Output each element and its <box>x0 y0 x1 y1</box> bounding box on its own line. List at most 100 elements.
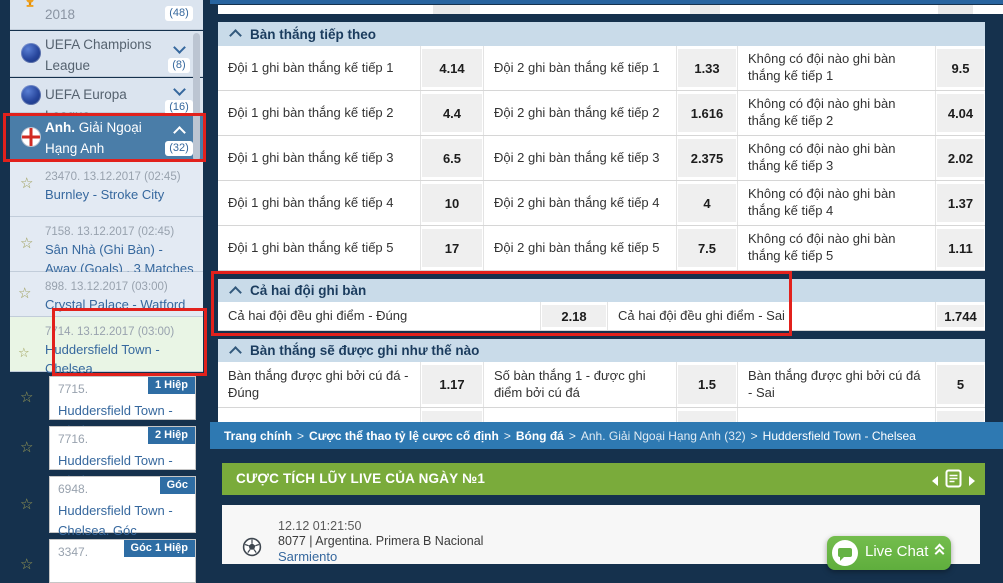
league-collapse-control[interactable]: (32) <box>164 120 194 157</box>
odds-button[interactable]: 2.02 <box>935 136 985 180</box>
market-section-header[interactable]: Cả hai đội ghi bàn <box>218 279 985 302</box>
odds-button[interactable]: 1.57 <box>935 408 985 422</box>
sidebar-league-world-cup-2018[interactable]: 2018 (48) <box>10 0 203 30</box>
odds-button[interactable]: 5 <box>935 362 985 407</box>
odds-button[interactable]: 4.14 <box>420 46 483 90</box>
favorite-star-icon[interactable]: ☆ <box>20 496 34 513</box>
league-label: UEFA Champions League <box>45 37 152 73</box>
sidebar-league-uefa-europa[interactable]: UEFA Europa League (16) <box>10 78 203 123</box>
odds-button[interactable]: 2.375 <box>676 136 737 180</box>
collapse-chevron-icon <box>229 29 242 42</box>
market-section-both-teams-score: Cả hai đội ghi bàn Cả hai đội đều ghi đi… <box>218 279 985 331</box>
outcome-label: Đội 1 ghi bàn thắng kế tiếp 1 <box>228 59 394 75</box>
outcome-label: Bàn thắng đội đầu - Sai <box>737 408 935 422</box>
outcome-label: Đội 1 ghi bàn thắng kế tiếp 5 <box>228 239 394 255</box>
market-section-title: Bàn thắng tiếp theo <box>250 26 376 42</box>
favorite-star-icon[interactable]: ☆ <box>20 439 34 456</box>
favorite-star-icon[interactable]: ☆ <box>20 235 34 252</box>
collapse-chevron-icon <box>229 345 242 359</box>
odds-button[interactable]: 4.6 <box>676 408 737 422</box>
card-id: 6948. <box>58 482 89 496</box>
league-expand-control[interactable]: (8) <box>164 37 194 74</box>
sidebar-league-england-premier[interactable]: Anh. Giải Ngoại Hạng Anh (32) <box>10 114 203 161</box>
market-section-how-goal-scored: Bàn thắng sẽ được ghi như thế nào Bàn th… <box>218 339 985 422</box>
market-type-badge: 1 Hiệp <box>147 377 195 395</box>
odds-button[interactable]: 1.616 <box>676 91 737 135</box>
league-expand-control[interactable]: (16) <box>164 79 194 116</box>
favorite-star-icon[interactable]: ☆ <box>20 389 34 406</box>
trophy-icon <box>21 0 41 13</box>
market-row: Đội 1 ghi bàn thắng kế tiếp 3 6.5 Đội 2 … <box>218 136 985 181</box>
card-id: 7716. <box>58 432 89 446</box>
favorite-star-icon[interactable]: ☆ <box>18 285 32 302</box>
outcome-label: Không có đội nào ghi bàn thắng kế tiếp 3 <box>737 136 935 180</box>
market-section-title: Cả hai đội ghi bàn <box>250 283 367 298</box>
odds-button[interactable]: 9.5 <box>935 46 985 90</box>
breadcrumb-home[interactable]: Trang chính <box>224 428 293 443</box>
next-arrow-icon[interactable] <box>969 476 975 486</box>
sidebar-card-first-half[interactable]: 1 Hiệp 7715. Huddersfield Town - Chelsea <box>49 376 196 438</box>
match-name: Burnley - Stroke City <box>45 187 165 203</box>
outcome-label: Không có đội nào ghi bàn thắng kế tiếp 5 <box>737 226 935 270</box>
odds-button[interactable]: 6.5 <box>420 136 483 180</box>
odds-button[interactable]: 4 <box>676 181 737 225</box>
coupon-icon[interactable] <box>945 469 962 493</box>
odds-button[interactable]: 1.5 <box>676 362 737 407</box>
favorite-star-icon[interactable]: ☆ <box>20 175 34 192</box>
outcome-label: Đội 1 ghi bàn thắng kế tiếp 3 <box>228 149 394 165</box>
chevron-down-icon <box>172 83 186 96</box>
outcome-label: Đội 1 ghi bàn thắng kế tiếp 4 <box>228 194 394 210</box>
market-section-header[interactable]: Bàn thắng sẽ được ghi như thế nào <box>218 339 985 362</box>
odds-button[interactable]: 1.33 <box>676 46 737 90</box>
live-accumulator-bar: CƯỢC TÍCH LŨY LIVE CỦA NGÀY №1 <box>222 463 985 495</box>
match-id-date: 7158. 13.12.2017 (02:45) <box>45 226 175 238</box>
card-match-name <box>50 562 195 568</box>
uefa-europa-league-globe-icon <box>21 85 41 105</box>
odds-button[interactable]: 2.18 <box>540 302 607 330</box>
favorite-star-icon[interactable]: ☆ <box>20 556 34 573</box>
sidebar-league-uefa-champions[interactable]: UEFA Champions League (8) <box>10 31 203 77</box>
sidebar-card-corners-first-half[interactable]: Góc 1 Hiệp 3347. <box>49 539 196 583</box>
market-section-header[interactable]: Bàn thắng tiếp theo <box>218 22 985 46</box>
prev-arrow-icon[interactable] <box>932 476 938 486</box>
live-chat-button[interactable]: Live Chat <box>827 536 951 570</box>
chevron-up-double-icon <box>934 543 945 559</box>
market-row: Cả hai đội đều ghi điểm - Đúng 2.18 Cả h… <box>218 302 985 331</box>
odds-button[interactable]: 17 <box>420 226 483 270</box>
breadcrumb-league[interactable]: Anh. Giải Ngoại Hạng Anh (32) <box>580 428 746 443</box>
outcome-label: Đội 2 ghi bàn thắng kế tiếp 2 <box>483 91 676 135</box>
chevron-up-icon <box>172 126 186 139</box>
odds-button[interactable]: 2.4 <box>420 408 483 422</box>
chevron-down-icon <box>172 41 186 54</box>
sidebar-match-home-goals[interactable]: 7158. 13.12.2017 (02:45) Sân Nhà (Ghi Bà… <box>10 217 203 276</box>
sidebar-card-corners[interactable]: Góc 6948. Huddersfield Town - Chelsea. G… <box>49 476 196 538</box>
favorite-star-icon[interactable]: ☆ <box>18 345 30 360</box>
odds-button[interactable]: 1.17 <box>420 362 483 407</box>
outcome-label: Cả hai đội đều ghi điểm - Đúng <box>228 307 408 323</box>
outcome-label: Không có đội nào ghi bàn thắng kế tiếp 4 <box>737 181 935 225</box>
odds-button[interactable]: 7.5 <box>676 226 737 270</box>
sidebar-match-burnley-stoke[interactable]: 23470. 13.12.2017 (02:45) Burnley - Stro… <box>10 162 203 217</box>
odds-button[interactable]: 4.4 <box>420 91 483 135</box>
accumulator-match-team-link[interactable]: Sarmiento <box>278 549 338 564</box>
accumulator-title: CƯỢC TÍCH LŨY LIVE CỦA NGÀY №1 <box>236 471 486 486</box>
breadcrumb-football[interactable]: Bóng đá <box>515 428 564 443</box>
sidebar-match-palace-watford[interactable]: 898. 13.12.2017 (03:00) Crystal Palace -… <box>10 272 203 317</box>
breadcrumb-sportsbook[interactable]: Cược thể thao tỷ lệ cược cố định <box>309 428 499 443</box>
match-id-date: 23470. 13.12.2017 (02:45) <box>45 171 181 183</box>
england-flag-icon <box>21 127 41 147</box>
odds-button[interactable]: 1.11 <box>935 226 985 270</box>
sidebar-scrollbar[interactable] <box>193 33 200 161</box>
odds-button[interactable]: 1.37 <box>935 181 985 225</box>
odds-button[interactable]: 4.04 <box>935 91 985 135</box>
outcome-label: Không có đội nào ghi bàn thắng kế tiếp 2 <box>737 91 935 135</box>
sidebar-match-huddersfield-chelsea[interactable]: 7714. 13.12.2017 (03:00) Huddersfield To… <box>10 317 203 376</box>
outcome-label: Bàn thắng đội đầu - Đúng <box>218 408 420 422</box>
sidebar-card-second-half[interactable]: 2 Hiệp 7716. Huddersfield Town - Chelsea <box>49 426 196 488</box>
match-name: Crystal Palace - Watford <box>45 297 186 313</box>
odds-button[interactable]: 1.744 <box>935 302 985 330</box>
outcome-label: Đội 1 ghi bàn thắng kế tiếp 2 <box>228 104 394 120</box>
odds-button[interactable]: 10 <box>420 181 483 225</box>
outcome-label: Đội 2 ghi bàn thắng kế tiếp 4 <box>483 181 676 225</box>
breadcrumb-separator: > <box>750 428 758 443</box>
